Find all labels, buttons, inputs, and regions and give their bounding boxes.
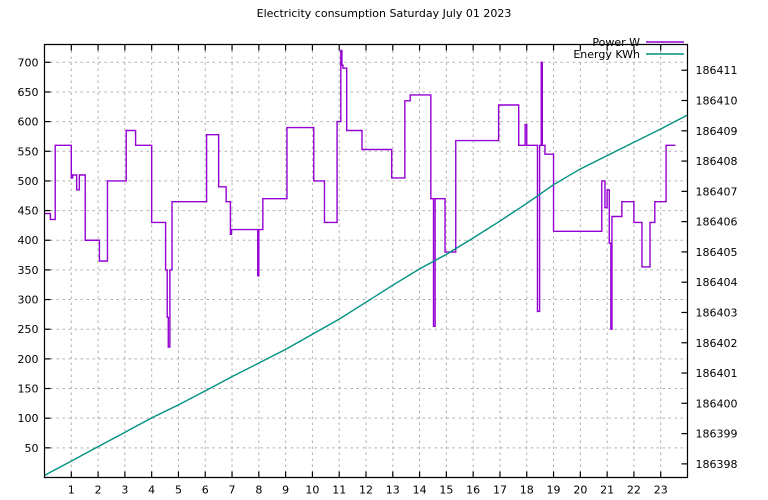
legend-label: Energy KWh: [573, 48, 640, 61]
y2-tick-label: 186399: [696, 428, 738, 441]
x-tick-label: 15: [439, 484, 453, 497]
x-tick-label: 14: [413, 484, 427, 497]
y2-tick-label: 186407: [696, 185, 738, 198]
y2-tick-label: 186406: [696, 216, 738, 229]
y2-tick-label: 186401: [696, 367, 738, 380]
y2-tick-label: 186398: [696, 458, 738, 471]
y2-tick-label: 186410: [696, 95, 738, 108]
y-tick-label: 300: [18, 294, 39, 307]
x-tick-label: 6: [202, 484, 209, 497]
y-axis-ticks: 50 100 150 200 250 300 350 400 450 500 550 600 650 70…: [18, 56, 51, 455]
y-tick-label: 650: [18, 86, 39, 99]
series-power-w: [44, 49, 676, 348]
x-tick-label: 17: [493, 484, 507, 497]
gridlines: [44, 44, 688, 478]
x-tick-label: 2: [95, 484, 102, 497]
y-tick-label: 200: [18, 353, 39, 366]
series-energy-kwh: [44, 114, 688, 476]
y-tick-label: 400: [18, 234, 39, 247]
y-tick-label: 500: [18, 175, 39, 188]
y2-tick-label: 186405: [696, 246, 738, 259]
x-tick-label: 23: [654, 484, 668, 497]
y-tick-label: 150: [18, 383, 39, 396]
y-tick-label: 250: [18, 323, 39, 336]
x-tick-label: 11: [332, 484, 346, 497]
x-tick-label: 8: [255, 484, 262, 497]
y-tick-label: 600: [18, 116, 39, 129]
x-tick-label: 16: [466, 484, 480, 497]
x-tick-label: 22: [627, 484, 641, 497]
chart-title: Electricity consumption Saturday July 01…: [257, 7, 512, 20]
y2-tick-label: 186400: [696, 397, 738, 410]
x-tick-label: 12: [359, 484, 373, 497]
y-tick-label: 350: [18, 264, 39, 277]
x-tick-label: 3: [121, 484, 128, 497]
y2-tick-label: 186409: [696, 125, 738, 138]
data-series-layer: [44, 49, 688, 476]
y2-tick-label: 186411: [696, 64, 738, 77]
y-tick-label: 50: [25, 442, 39, 455]
x-tick-label: 19: [547, 484, 561, 497]
plot-frame: [43, 43, 689, 479]
y2-tick-label: 186404: [696, 276, 738, 289]
y-tick-label: 100: [18, 412, 39, 425]
x-tick-label: 5: [175, 484, 182, 497]
legend-label: Power W: [592, 36, 640, 49]
x-tick-label: 21: [600, 484, 614, 497]
y2-axis-ticks: 186398 186399 186400 186401 186402 186403 1864…: [681, 64, 738, 471]
x-tick-label: 1: [68, 484, 75, 497]
x-tick-label: 20: [573, 484, 587, 497]
y-tick-label: 450: [18, 205, 39, 218]
x-tick-label: 18: [520, 484, 534, 497]
x-tick-label: 7: [229, 484, 236, 497]
y-tick-label: 550: [18, 145, 39, 158]
x-tick-label: 13: [386, 484, 400, 497]
x-tick-label: 4: [148, 484, 155, 497]
x-tick-label: 9: [282, 484, 289, 497]
y2-tick-label: 186402: [696, 337, 738, 350]
x-axis-ticks: 1 2 3 4 5 6 7 8 9 10 11 12 13 14 15 16 17 18 19 20 21 22 23: [68, 44, 668, 497]
x-tick-label: 10: [305, 484, 319, 497]
y-tick-label: 700: [18, 56, 39, 69]
y2-tick-label: 186403: [696, 306, 738, 319]
y2-tick-label: 186408: [696, 155, 738, 168]
